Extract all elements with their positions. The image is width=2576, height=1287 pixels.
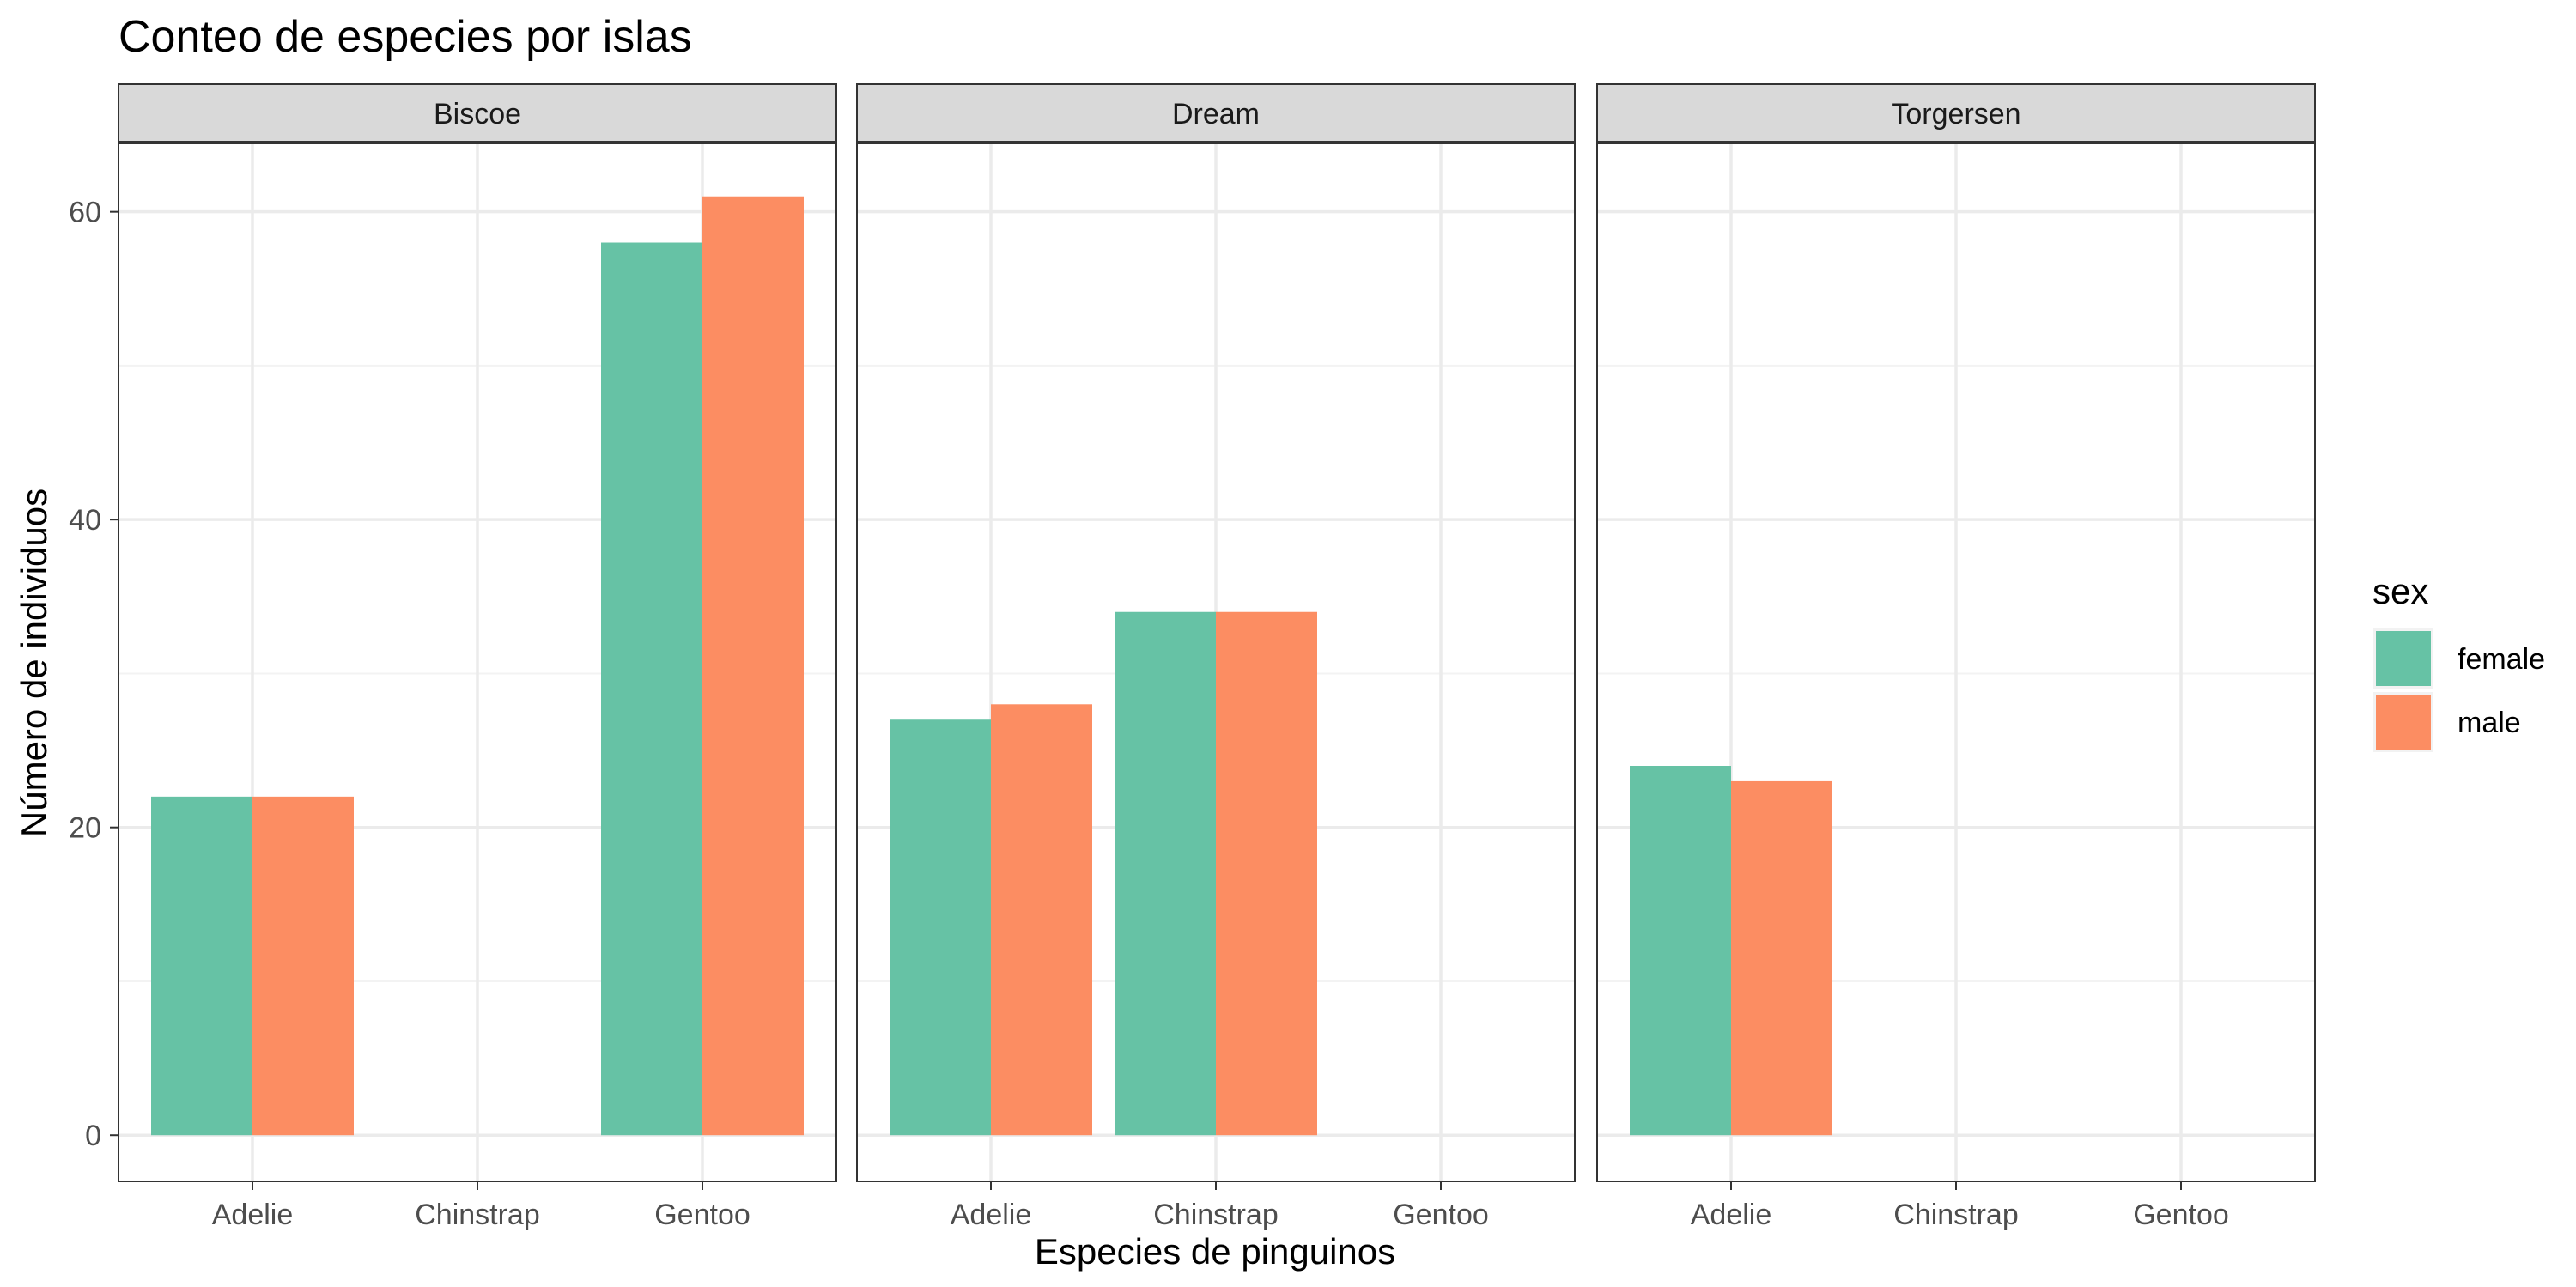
bar-biscoe-gentoo-male [702, 196, 804, 1136]
legend-label-male: male [2458, 707, 2521, 739]
chart-title: Conteo de especies por islas [118, 12, 692, 62]
facet-strip [856, 83, 1576, 143]
facet-strip [118, 83, 837, 143]
y-tick-label: 60 [69, 197, 101, 229]
y-tick-label: 40 [69, 504, 101, 537]
bar-biscoe-adelie-female [151, 796, 252, 1136]
facet-strip-label: Dream [1172, 98, 1260, 131]
x-axis-title: Especies de pinguinos [1035, 1231, 1395, 1272]
y-axis-title: Número de individuos [14, 489, 54, 837]
x-tick-label: Chinstrap [1893, 1199, 2019, 1231]
facet-panel-biscoe: Biscoe Adelie Chinstrap Gentoo [118, 83, 837, 1231]
facet-panel-dream: Dream Adelie Chinstrap Gentoo [856, 83, 1576, 1231]
bar-dream-adelie-male [991, 704, 1092, 1136]
facet-panel-torgersen: Torgersen Adelie Chinstrap Gentoo [1596, 83, 2316, 1231]
bar-dream-chinstrap-female [1115, 611, 1216, 1136]
bar-biscoe-adelie-male [252, 796, 354, 1136]
y-axis: 0 20 40 60 [69, 197, 118, 1152]
facet-strip-label: Biscoe [434, 98, 521, 131]
x-tick-label: Adelie [212, 1199, 294, 1231]
bar-biscoe-gentoo-female [601, 242, 702, 1136]
x-tick-label: Gentoo [1393, 1199, 1489, 1231]
bar-dream-adelie-female [890, 719, 991, 1136]
legend-label-female: female [2458, 643, 2545, 676]
y-tick-label: 20 [69, 812, 101, 845]
x-tick-label: Gentoo [654, 1199, 750, 1231]
facet-strip [1596, 83, 2316, 143]
facet-panels: Biscoe Adelie Chinstrap Gentoo Dream Adelie Ch… [118, 83, 2316, 1231]
legend-key-male [2376, 695, 2431, 750]
facet-strip-label: Torgersen [1891, 98, 2020, 131]
bar-torgersen-adelie-male [1731, 780, 1832, 1136]
x-tick-label: Adelie [1691, 1199, 1772, 1231]
legend-key-female [2376, 631, 2431, 686]
legend: sex female male [2372, 571, 2545, 752]
legend-title: sex [2372, 571, 2428, 611]
x-tick-label: Gentoo [2133, 1199, 2229, 1231]
x-tick-label: Chinstrap [415, 1199, 540, 1231]
x-tick-label: Adelie [951, 1199, 1032, 1231]
x-tick-label: Chinstrap [1153, 1199, 1279, 1231]
bar-dream-chinstrap-male [1216, 611, 1317, 1136]
y-tick-label: 0 [85, 1120, 101, 1152]
bar-torgersen-adelie-female [1630, 766, 1731, 1136]
